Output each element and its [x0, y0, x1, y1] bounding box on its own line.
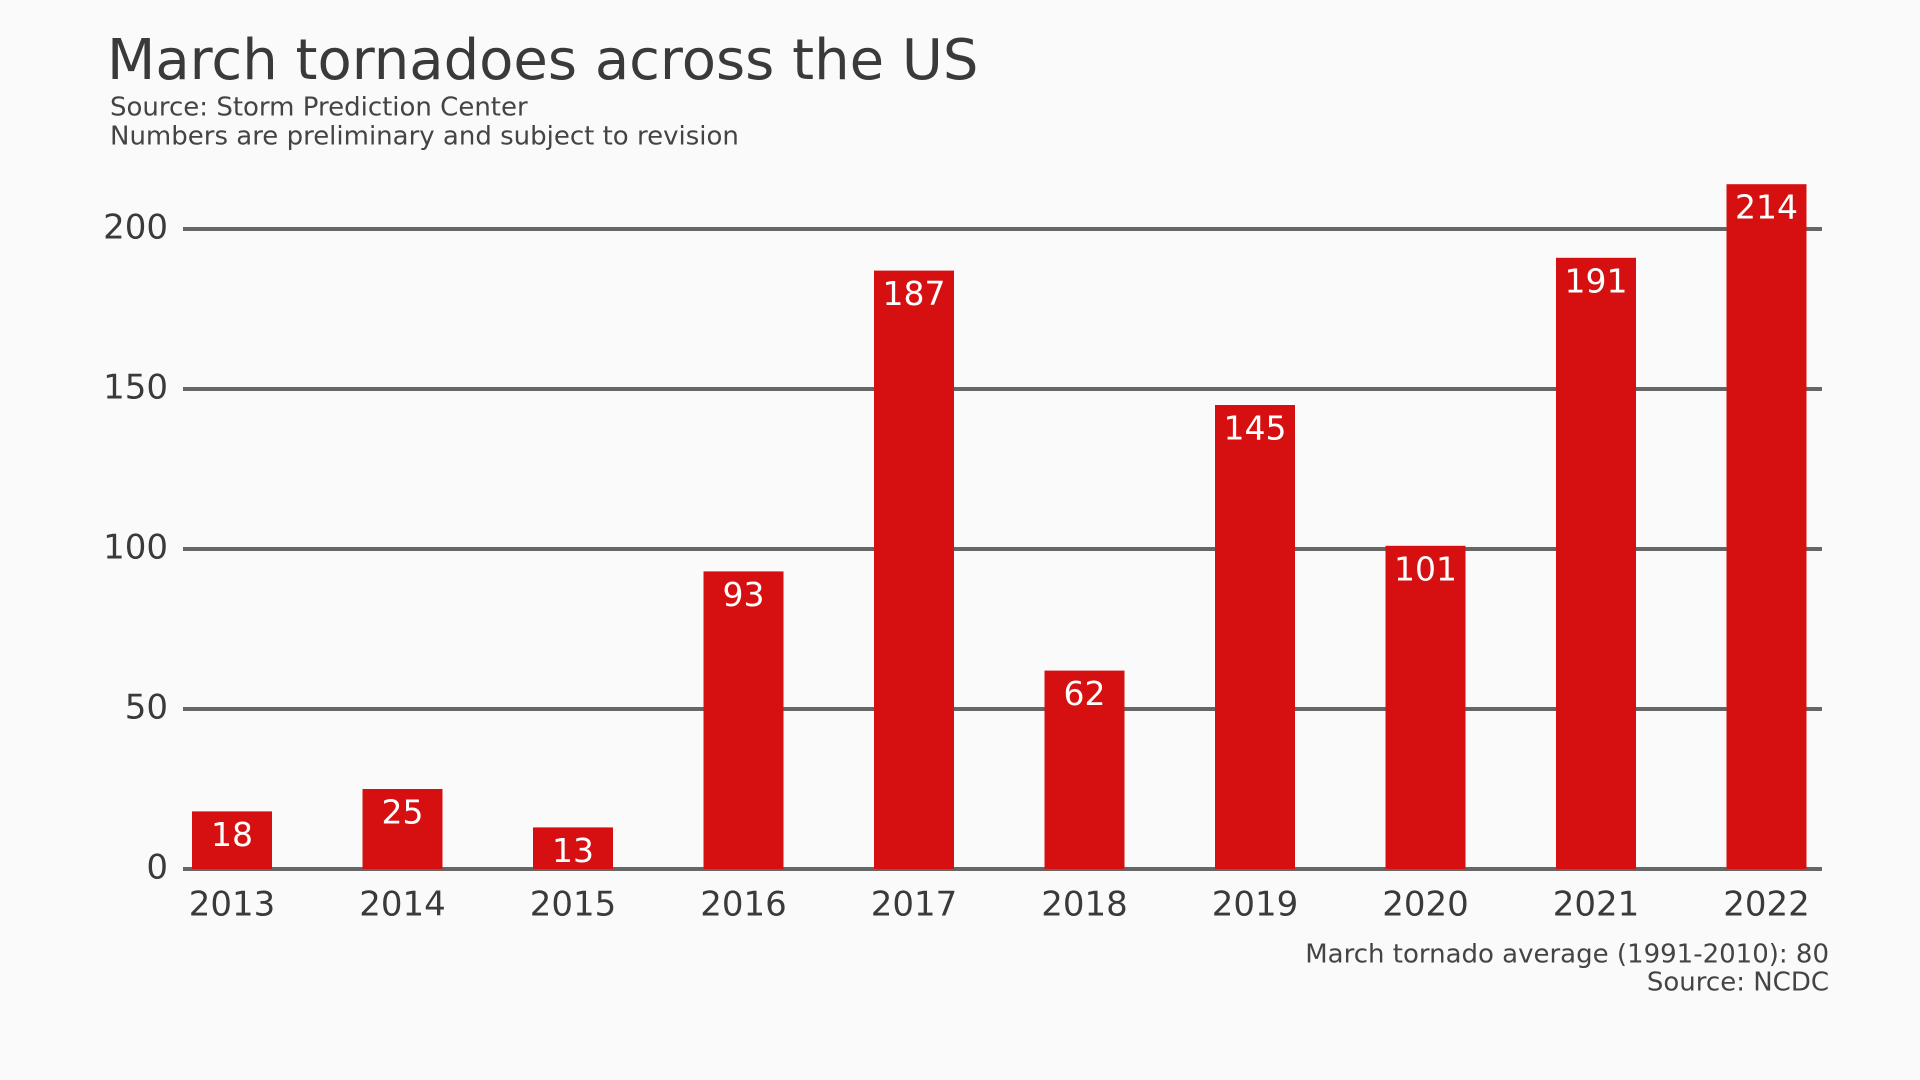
value-label: 187 [883, 274, 946, 313]
x-tick-label: 2018 [1041, 885, 1128, 925]
x-tick-label: 2017 [871, 885, 958, 925]
y-tick-label: 100 [103, 528, 168, 568]
x-tick-label: 2015 [530, 885, 617, 925]
bar [192, 811, 272, 869]
bar [1556, 257, 1636, 869]
value-label: 25 [382, 793, 424, 832]
bar [703, 571, 784, 869]
y-tick-label: 200 [103, 208, 168, 248]
value-label: 101 [1394, 549, 1457, 588]
y-tick-label: 50 [125, 688, 168, 728]
value-label: 93 [723, 575, 765, 614]
x-tick-label: 2014 [359, 885, 446, 925]
footnote: Source: NCDC [1647, 968, 1829, 998]
x-tick-label: 2019 [1212, 885, 1299, 925]
footnote: March tornado average (1991-2010): 80 [1305, 940, 1829, 970]
chart-title: March tornadoes across the US [107, 28, 978, 93]
x-tick-label: 2013 [189, 885, 276, 925]
bar [1385, 545, 1466, 869]
bar [362, 789, 443, 869]
bar [533, 827, 613, 869]
value-label: 62 [1064, 674, 1106, 713]
chart-subtitle: Numbers are preliminary and subject to r… [110, 122, 739, 152]
x-tick-label: 2016 [700, 885, 787, 925]
bar [1215, 405, 1295, 869]
chart-subtitle: Source: Storm Prediction Center [110, 93, 528, 123]
value-label: 18 [211, 815, 253, 854]
value-label: 214 [1735, 188, 1798, 227]
x-tick-label: 2021 [1553, 885, 1640, 925]
value-label: 145 [1224, 409, 1287, 448]
x-tick-label: 2022 [1723, 885, 1810, 925]
x-tick-label: 2020 [1382, 885, 1469, 925]
y-tick-label: 150 [103, 368, 168, 408]
value-label: 13 [552, 831, 594, 870]
bar [1044, 670, 1125, 869]
bar [874, 270, 954, 870]
y-tick-label: 0 [146, 848, 168, 888]
value-label: 191 [1565, 261, 1628, 300]
bar [1726, 184, 1807, 869]
